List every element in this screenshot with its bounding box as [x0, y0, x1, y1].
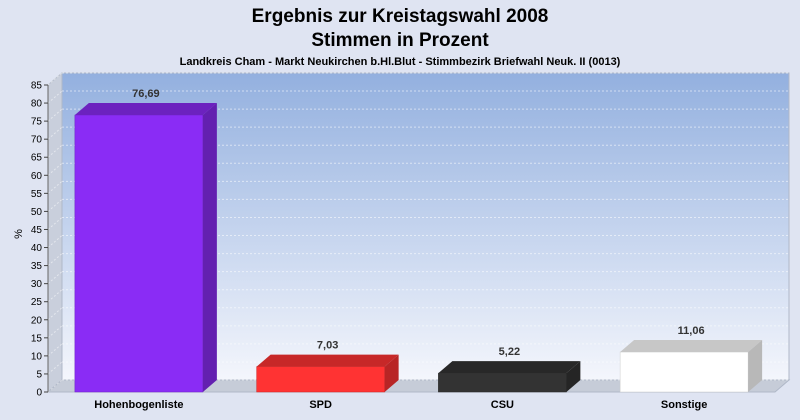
bars: 76,69 7,03 5,22 11,06 — [74, 88, 763, 393]
y-tick-label: 45 — [31, 225, 43, 236]
y-tick-label: 20 — [31, 315, 43, 326]
y-axis-ticks: 0 5 10 15 20 25 30 35 40 45 50 55 60 65 70 75 80 85 — [31, 81, 49, 399]
x-tick-label: SPD — [309, 399, 332, 411]
bar-top — [620, 340, 763, 353]
y-tick-label: 0 — [36, 388, 42, 399]
grid-line-side — [47, 343, 63, 357]
bar-value-label: 7,03 — [317, 340, 338, 352]
grid-line-side — [47, 217, 63, 230]
grid-line-side — [47, 144, 63, 158]
bar-side — [566, 361, 581, 392]
y-tick-label: 80 — [31, 99, 43, 110]
y-tick-label: 30 — [31, 279, 43, 290]
bar-value-label: 5,22 — [499, 346, 520, 358]
x-tick-label: CSU — [491, 399, 514, 411]
grid-line-side — [47, 180, 63, 194]
y-tick-label: 55 — [31, 189, 43, 200]
x-axis-labels: Hohenbogenliste SPD CSU Sonstige — [94, 399, 707, 411]
x-tick-label: Hohenbogenliste — [94, 399, 183, 411]
grid-line-side — [47, 162, 63, 176]
bar-sonstige: 11,06 — [619, 325, 763, 393]
grid-line-side — [47, 72, 63, 86]
bar-hohenbogenliste: 76,69 — [74, 88, 217, 393]
bar-front — [74, 114, 204, 393]
x-tick-label: Sonstige — [661, 399, 707, 411]
y-tick-label: 85 — [31, 81, 43, 92]
grid-line-side — [47, 90, 63, 104]
bar-side — [202, 103, 217, 392]
grid-line-side — [47, 271, 63, 285]
grid-line-side — [47, 361, 63, 375]
bar-value-label: 76,69 — [132, 88, 160, 100]
bar-front — [256, 366, 385, 393]
y-tick-label: 25 — [31, 297, 43, 308]
y-tick-label: 60 — [31, 171, 43, 182]
chart-title-line2: Stimmen in Prozent — [311, 30, 489, 51]
grid-line-side — [47, 126, 63, 140]
bar-side — [384, 354, 399, 392]
grid-line-side — [47, 325, 63, 339]
y-tick-label: 15 — [31, 333, 43, 344]
bar-front — [619, 351, 749, 393]
grid-line-side — [47, 108, 63, 122]
y-tick-label: 35 — [31, 261, 43, 272]
chart-title: Ergebnis zur Kreistagswahl 2008 — [252, 6, 549, 27]
grid-line-side — [47, 253, 63, 266]
bar-top — [438, 361, 581, 374]
y-tick-label: 5 — [36, 369, 42, 380]
grid-line-side — [47, 235, 63, 248]
bar-top — [256, 354, 399, 367]
y-tick-label: 40 — [31, 243, 43, 254]
y-tick-label: 50 — [31, 207, 43, 218]
grid-line-side — [47, 307, 63, 321]
bar-csu: 5,22 — [438, 346, 581, 393]
y-axis-label: % — [13, 229, 25, 239]
bar-side — [748, 340, 763, 392]
grid-line-side — [47, 289, 63, 303]
bar-top — [74, 103, 217, 116]
bar-value-label: 11,06 — [678, 325, 705, 337]
y-tick-label: 65 — [31, 153, 43, 164]
plot-side-wall — [47, 71, 63, 394]
chart-subtitle: Landkreis Cham - Markt Neukirchen b.Hl.B… — [180, 56, 621, 68]
y-tick-label: 10 — [31, 351, 43, 362]
bar-spd: 7,03 — [256, 340, 399, 393]
y-tick-label: 75 — [31, 117, 43, 128]
grid-line-side — [47, 379, 63, 393]
y-tick-label: 70 — [31, 135, 43, 146]
grid-line-side — [47, 199, 63, 212]
bar-front — [438, 372, 567, 393]
